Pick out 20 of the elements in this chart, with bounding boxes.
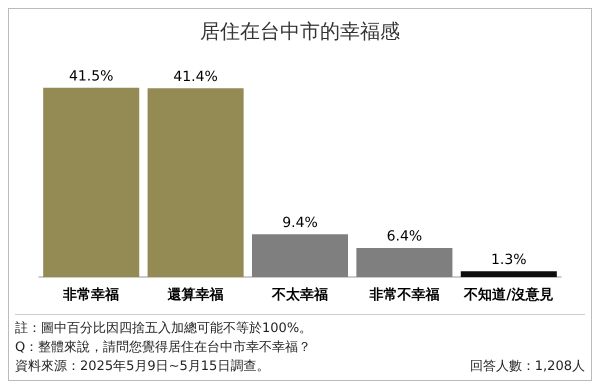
chart-title: 居住在台中市的幸福感: [200, 19, 400, 44]
data-label: 1.3%: [491, 252, 527, 268]
bar: [460, 271, 557, 278]
x-tick-label: 還算幸福: [166, 286, 224, 304]
x-tick-label: 不太幸福: [271, 286, 328, 304]
text: Q：整體來說，請問您覺得居住在台中市幸不幸福？: [15, 339, 312, 357]
x-tick-label: 非常不幸福: [368, 286, 440, 304]
data-label: 41.4%: [173, 68, 218, 85]
source-note: 資料來源：2025年5月9日~5月15日調查。: [15, 359, 270, 374]
data-label: 9.4%: [282, 214, 318, 231]
data-label: 41.5%: [68, 68, 114, 84]
x-tick-label: 非常幸福: [62, 286, 120, 304]
x-tick-label: 不知道/沒意見: [463, 286, 554, 304]
text: 回答人數：1,208人: [470, 359, 585, 374]
data-label: 6.4%: [386, 228, 422, 245]
bar: [252, 234, 348, 278]
bar: [43, 88, 140, 278]
text: 註：圖中百分比因四捨五入加總可能不等於100%。: [15, 320, 314, 338]
bar: [356, 248, 452, 278]
bar: [148, 88, 244, 278]
